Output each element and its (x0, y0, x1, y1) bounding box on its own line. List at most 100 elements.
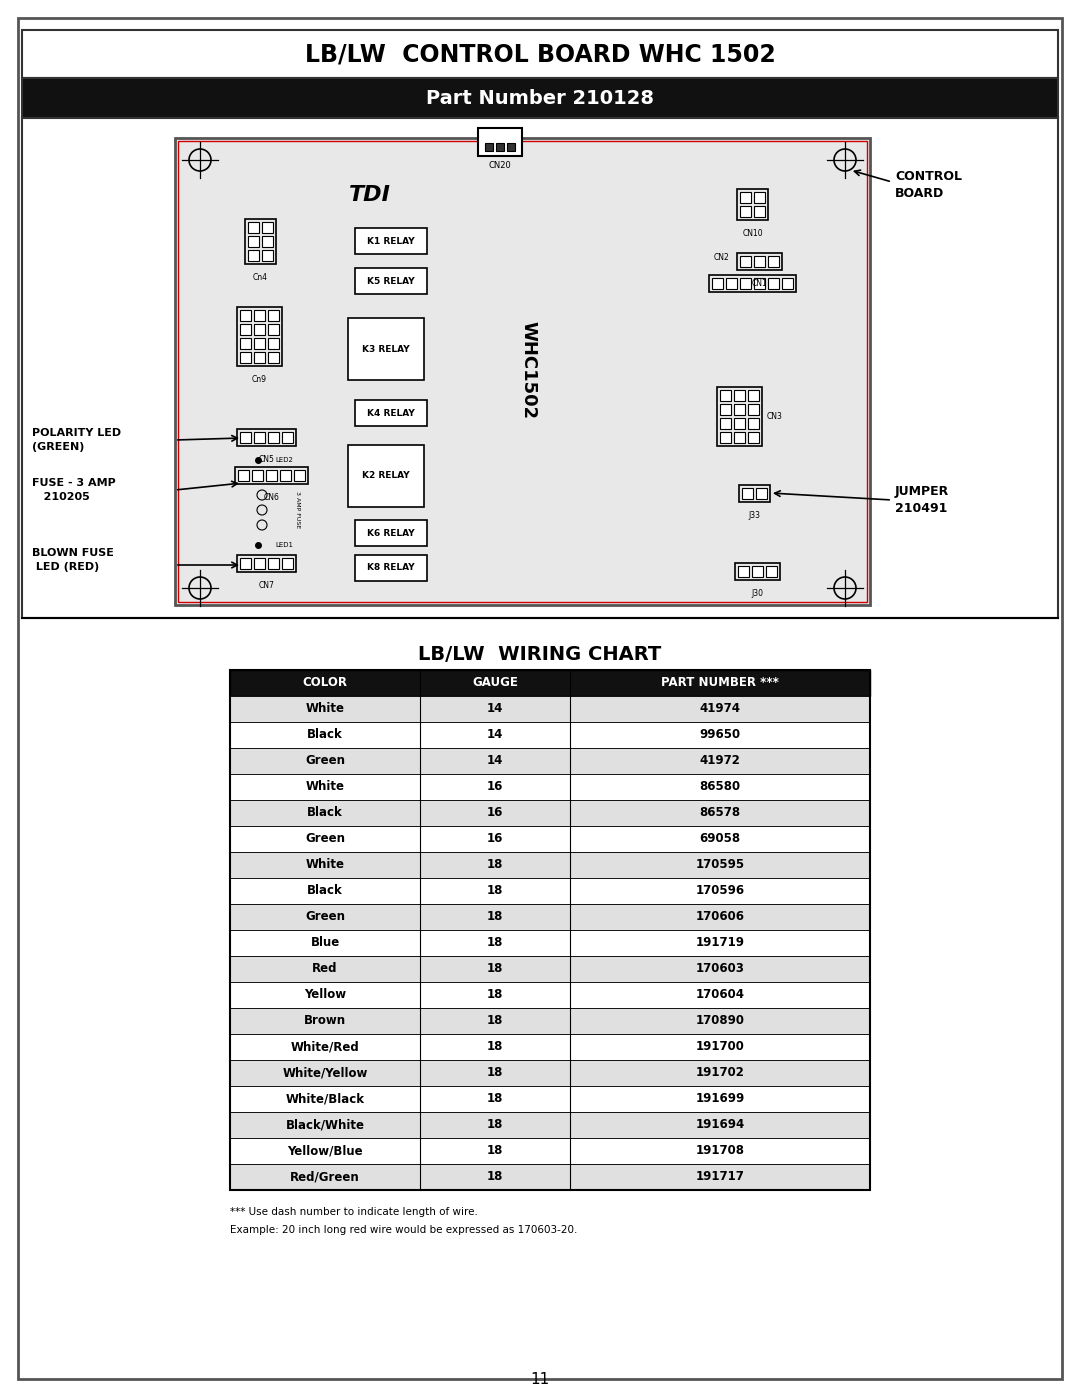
Text: 170890: 170890 (696, 1014, 744, 1028)
Bar (178, 141, 867, 602)
Bar (230, 1164, 870, 1190)
Bar (782, 278, 793, 289)
Bar (262, 236, 273, 247)
Bar (240, 324, 251, 335)
Bar (348, 446, 424, 507)
Text: CONTROL
BOARD: CONTROL BOARD (895, 170, 962, 200)
Text: LED1: LED1 (275, 542, 293, 548)
Bar (238, 469, 249, 481)
Bar (507, 142, 515, 151)
Text: Black: Black (307, 806, 342, 820)
Bar (240, 432, 251, 443)
Text: 41972: 41972 (700, 754, 741, 767)
Text: 18: 18 (487, 1119, 503, 1132)
Text: Brown: Brown (303, 1014, 346, 1028)
Text: CN20: CN20 (488, 162, 511, 170)
Text: LB/LW  CONTROL BOARD WHC 1502: LB/LW CONTROL BOARD WHC 1502 (305, 42, 775, 66)
Text: J30: J30 (752, 590, 764, 598)
Text: 170603: 170603 (696, 963, 744, 975)
Text: White: White (306, 859, 345, 872)
Text: J33: J33 (748, 511, 760, 521)
Text: 191717: 191717 (696, 1171, 744, 1183)
Bar (478, 129, 522, 156)
Text: 170595: 170595 (696, 859, 744, 872)
Text: White/Yellow: White/Yellow (282, 1066, 367, 1080)
Bar (756, 488, 767, 499)
Bar (738, 566, 750, 577)
Bar (268, 432, 279, 443)
Bar (230, 982, 870, 1009)
Text: 14: 14 (487, 754, 503, 767)
Text: 18: 18 (487, 911, 503, 923)
Bar (254, 352, 265, 363)
Text: 170604: 170604 (696, 989, 744, 1002)
Text: White: White (306, 781, 345, 793)
Bar (742, 488, 753, 499)
Bar (248, 250, 259, 261)
Bar (22, 78, 1058, 117)
Text: LB/LW  WIRING CHART: LB/LW WIRING CHART (418, 645, 662, 665)
Bar (254, 338, 265, 349)
Bar (280, 469, 291, 481)
Bar (262, 250, 273, 261)
Bar (175, 138, 870, 605)
Text: 99650: 99650 (700, 728, 741, 742)
Bar (748, 404, 759, 415)
Text: BLOWN FUSE
 LED (RED): BLOWN FUSE LED (RED) (32, 549, 113, 571)
Bar (496, 142, 504, 151)
Bar (734, 432, 745, 443)
Bar (254, 432, 265, 443)
Text: 170596: 170596 (696, 884, 744, 897)
Bar (355, 268, 427, 293)
Text: White/Black: White/Black (285, 1092, 365, 1105)
Text: JUMPER
210491: JUMPER 210491 (895, 485, 949, 515)
Text: 18: 18 (487, 1041, 503, 1053)
Bar (720, 404, 731, 415)
Bar (268, 557, 279, 569)
Bar (248, 236, 259, 247)
Bar (230, 852, 870, 877)
Bar (237, 555, 296, 571)
Bar (230, 800, 870, 826)
Bar (230, 671, 870, 1190)
Text: 16: 16 (487, 781, 503, 793)
Bar (230, 1139, 870, 1164)
Text: K2 RELAY: K2 RELAY (362, 472, 409, 481)
Text: CN6: CN6 (264, 493, 280, 503)
Bar (268, 352, 279, 363)
Text: Green: Green (305, 833, 345, 845)
Text: 191702: 191702 (696, 1066, 744, 1080)
Bar (268, 324, 279, 335)
Bar (237, 429, 296, 446)
Bar (355, 520, 427, 546)
Text: Red: Red (312, 963, 338, 975)
Bar (230, 1034, 870, 1060)
Bar (726, 278, 737, 289)
Bar (754, 191, 765, 203)
Bar (230, 1009, 870, 1034)
Text: TDI: TDI (349, 184, 391, 205)
Bar (737, 253, 782, 270)
Text: 14: 14 (487, 703, 503, 715)
Bar (739, 485, 770, 502)
Bar (230, 671, 870, 696)
Bar (348, 319, 424, 380)
Bar (712, 278, 723, 289)
Bar (282, 557, 293, 569)
Text: CN3: CN3 (767, 412, 783, 420)
Bar (268, 338, 279, 349)
Bar (740, 278, 751, 289)
Text: 41974: 41974 (700, 703, 741, 715)
Bar (754, 256, 765, 267)
Text: 18: 18 (487, 989, 503, 1002)
Bar (230, 826, 870, 852)
Text: 18: 18 (487, 1171, 503, 1183)
Text: 18: 18 (487, 1092, 503, 1105)
Bar (230, 774, 870, 800)
Bar (766, 566, 777, 577)
Text: White/Red: White/Red (291, 1041, 360, 1053)
Text: 14: 14 (487, 728, 503, 742)
Text: POLARITY LED
(GREEN): POLARITY LED (GREEN) (32, 429, 121, 451)
Bar (485, 142, 492, 151)
Bar (240, 310, 251, 321)
